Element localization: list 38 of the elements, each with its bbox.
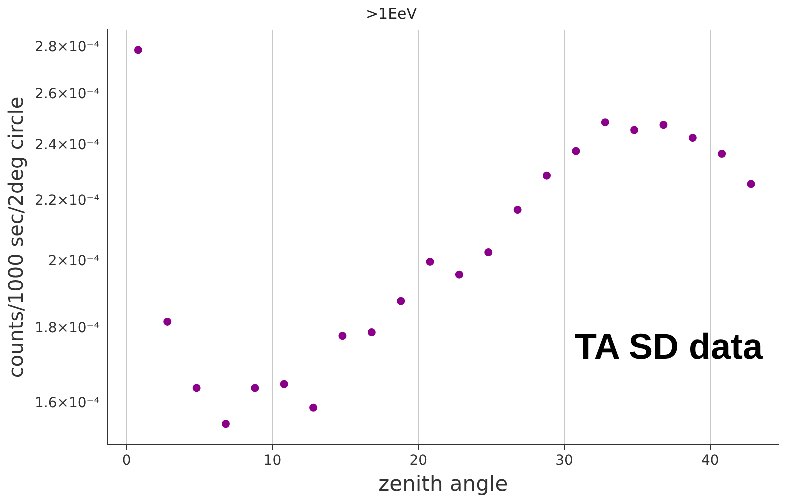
y-tick-label: 2×10⁻⁴ [48,254,100,270]
x-tick-label: 10 [264,453,282,470]
point [368,328,376,337]
y-axis-title: counts/1000 sec/2deg circle [4,96,28,378]
point [280,380,288,388]
point [718,150,726,158]
x-axis-title: zenith angle [378,472,508,496]
point [426,258,434,266]
point [660,121,668,130]
x-tick-label: 30 [556,453,574,470]
point [484,248,493,257]
point [572,147,580,156]
x-tick-label: 20 [410,453,428,470]
point [543,172,551,180]
point [630,126,639,134]
point [310,404,318,412]
x-tick-label: 40 [702,453,720,470]
point [747,180,756,188]
point [251,384,260,392]
point [601,118,610,127]
point [134,46,142,54]
y-tick-label: 2.8×10⁻⁴ [35,40,100,56]
chart-title: >1EeV [366,4,418,23]
point [514,206,522,214]
annotation: TA SD data [575,326,764,368]
x-tick-label: 0 [122,453,132,470]
point [222,420,230,428]
y-tick-label: 2.6×10⁻⁴ [35,86,100,103]
point [455,270,464,279]
y-tick-label: 2.4×10⁻⁴ [35,138,100,154]
y-tick-label: 1.6×10⁻⁴ [35,396,100,412]
y-tick-label: 2.2×10⁻⁴ [35,192,100,209]
point [397,297,406,306]
y-tick-label: 1.8×10⁻⁴ [35,320,100,337]
point [338,332,347,340]
point [164,318,172,326]
point [192,384,201,392]
point [688,134,697,142]
